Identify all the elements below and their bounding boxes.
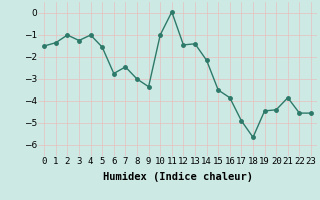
X-axis label: Humidex (Indice chaleur): Humidex (Indice chaleur) [103, 172, 252, 182]
